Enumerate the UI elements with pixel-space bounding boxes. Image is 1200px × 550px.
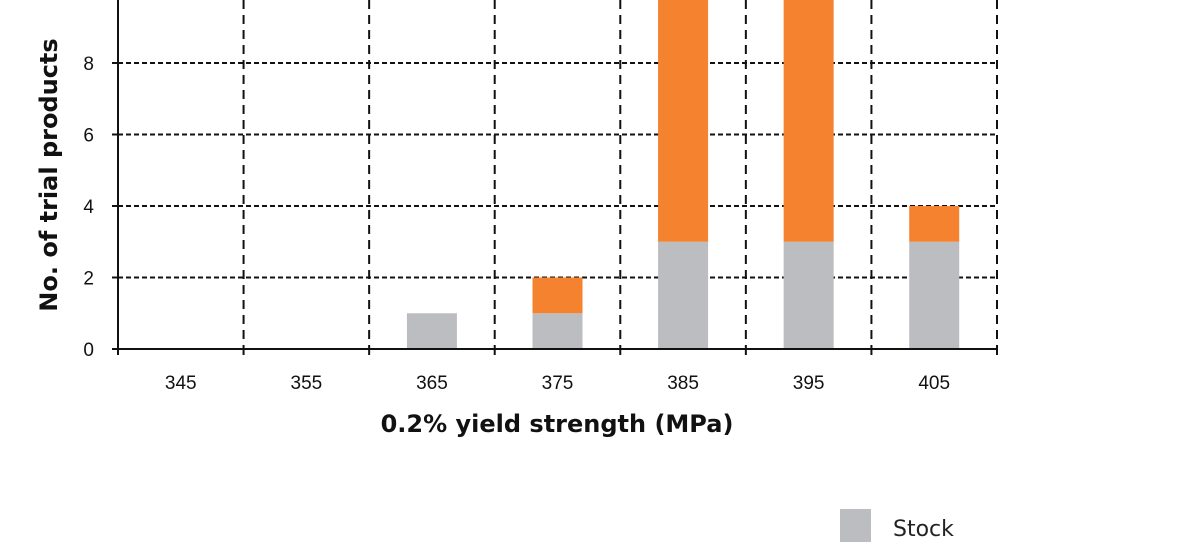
y-tick-label: 0 bbox=[83, 340, 94, 361]
gridlines bbox=[118, 0, 998, 349]
x-tick-label: 385 bbox=[667, 373, 699, 394]
y-tick-label: 2 bbox=[83, 269, 94, 290]
bar-series-2-375 bbox=[532, 277, 583, 314]
y-tick-label: 8 bbox=[83, 54, 94, 75]
bars bbox=[406, 0, 960, 349]
x-axis-label: 0.2% yield strength (MPa) bbox=[381, 410, 734, 438]
axes bbox=[112, 0, 998, 355]
bar-stock-385 bbox=[658, 241, 709, 349]
legend-swatch-stock bbox=[840, 509, 871, 542]
y-axis-label: No. of trial products bbox=[35, 38, 63, 311]
legend-label-stock: Stock bbox=[893, 517, 954, 542]
x-tick-label: 355 bbox=[291, 373, 323, 394]
x-tick-label: 395 bbox=[793, 373, 825, 394]
y-tick-labels: 0 2 4 6 8 10 bbox=[73, 0, 95, 361]
bar-stock-405 bbox=[909, 241, 960, 349]
bar-series-2-385 bbox=[658, 0, 709, 242]
y-tick-label: 10 bbox=[73, 0, 94, 4]
y-tick-label: 4 bbox=[83, 197, 94, 218]
legend: Stock bbox=[840, 509, 954, 542]
x-tick-label: 365 bbox=[416, 373, 448, 394]
bar-stock-375 bbox=[532, 313, 583, 349]
x-tick-label: 405 bbox=[918, 373, 950, 394]
bar-series-2-395 bbox=[783, 0, 834, 242]
bar-stock-365 bbox=[406, 313, 457, 349]
x-tick-label: 345 bbox=[165, 373, 197, 394]
x-tick-labels: 345 355 365 375 385 395 405 bbox=[165, 373, 950, 394]
bar-series-2-405 bbox=[909, 206, 960, 242]
x-tick-label: 375 bbox=[542, 373, 574, 394]
y-tick-label: 6 bbox=[83, 126, 94, 147]
bar-stock-395 bbox=[783, 241, 834, 349]
